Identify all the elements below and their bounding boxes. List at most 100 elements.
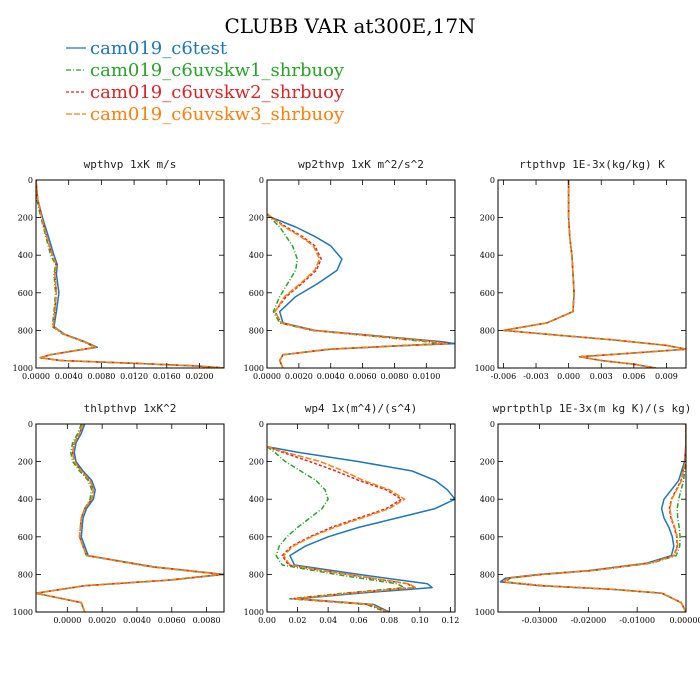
y-tick-label: 600	[18, 289, 33, 298]
y-tick-label: 1000	[13, 364, 33, 373]
series-line	[499, 424, 686, 612]
series-line	[36, 180, 224, 368]
x-tick-label: 0.003	[590, 372, 613, 381]
series-line	[502, 180, 686, 368]
series-line	[504, 424, 686, 612]
y-tick-label: 0	[490, 420, 495, 429]
y-tick-label: 400	[480, 251, 495, 260]
x-tick-label: -0.003	[523, 372, 549, 381]
chart-panel: rtpthvp 1E-3x(kg/kg) K -0.006 -0.003 0.000 0…	[475, 158, 687, 381]
legend-entry: cam019_c6test	[66, 38, 228, 59]
series-line	[267, 213, 448, 368]
legend-entry: cam019_c6uvskw3_shrbuoy	[66, 104, 345, 125]
chart-panel: wp4 1x(m^4)/(s^4) 0.00 0.02 0.04 0.06 0.08 0.1…	[244, 402, 460, 625]
x-tick-label: 0.0020	[285, 372, 313, 381]
x-tick-label: 0.0080	[193, 616, 221, 625]
legend: cam019_c6test cam019_c6uvskw1_shrbuoy ca…	[66, 38, 345, 125]
series-line	[502, 424, 686, 612]
series-line	[36, 424, 222, 612]
plot-frame	[35, 179, 225, 369]
y-tick-label: 800	[249, 326, 264, 335]
series-line	[36, 424, 224, 612]
series-group	[36, 424, 224, 612]
plot-frame	[35, 423, 225, 613]
panel-title: rtpthvp 1E-3x(kg/kg) K	[519, 158, 665, 171]
chart-panel: wp2thvp 1xK m^2/s^2 0.0000 0.0020 0.0040 0.0…	[244, 158, 456, 381]
y-tick-label: 400	[249, 495, 264, 504]
y-tick-label: 200	[480, 458, 495, 467]
x-tick-label: 0.00	[258, 616, 276, 625]
x-tick-label: -0.02000	[570, 616, 606, 625]
x-tick-label: 0.08	[380, 616, 398, 625]
series-line	[36, 180, 224, 368]
x-tick-label: 0.02	[289, 616, 307, 625]
y-tick-label: 0	[259, 420, 264, 429]
y-tick-label: 800	[480, 570, 495, 579]
plot-frame	[497, 423, 687, 613]
y-tick-label: 1000	[475, 364, 495, 373]
series-line	[502, 180, 686, 368]
y-tick-label: 0	[259, 176, 264, 185]
y-tick-label: 200	[480, 214, 495, 223]
x-tick-label: 0.10	[411, 616, 429, 625]
series-line	[36, 180, 224, 368]
x-tick-label: 0.00000	[669, 616, 700, 625]
legend-label: cam019_c6uvskw2_shrbuoy	[90, 82, 345, 103]
y-tick-label: 600	[18, 533, 33, 542]
x-tick-label: 0.0040	[55, 372, 83, 381]
chart-panel: thlpthvp 1xK^2 0.0000 0.0020 0.0040 0.0060 0.…	[13, 402, 225, 625]
x-tick-label: 0.0080	[380, 372, 408, 381]
x-tick-label: 0.0080	[87, 372, 115, 381]
panel-title: wp4 1x(m^4)/(s^4)	[305, 402, 418, 415]
x-tick-label: 0.000	[557, 372, 580, 381]
x-tick-label: -0.03000	[522, 616, 558, 625]
y-tick-label: 400	[480, 495, 495, 504]
y-tick-label: 1000	[244, 608, 264, 617]
series-group	[267, 445, 455, 612]
x-tick-label: -0.01000	[619, 616, 655, 625]
y-tick-label: 200	[249, 214, 264, 223]
legend-entry: cam019_c6uvskw2_shrbuoy	[66, 82, 345, 103]
plot-frame	[266, 179, 456, 369]
series-line	[267, 445, 406, 612]
plot-frame	[497, 179, 687, 369]
legend-label: cam019_c6uvskw1_shrbuoy	[90, 60, 345, 81]
legend-label: cam019_c6uvskw3_shrbuoy	[90, 104, 345, 125]
x-tick-label: 0.04	[319, 616, 337, 625]
chart-panels: wpthvp 1xK m/s0.0000 0.0040 0.0080 0.0120 0.…	[13, 158, 700, 625]
y-tick-label: 1000	[475, 608, 495, 617]
panel-title: wpthvp 1xK m/s	[84, 158, 177, 171]
chart-panel: wpthvp 1xK m/s 0.0000 0.0040 0.0080 0.0120 0.…	[13, 158, 225, 381]
y-tick-label: 400	[18, 251, 33, 260]
y-tick-label: 600	[249, 533, 264, 542]
x-tick-label: 0.0000	[253, 372, 281, 381]
y-tick-label: 800	[480, 326, 495, 335]
x-tick-label: 0.0200	[185, 372, 213, 381]
series-group	[36, 180, 224, 368]
y-tick-label: 400	[249, 251, 264, 260]
y-tick-label: 0	[490, 176, 495, 185]
x-tick-label: 0.0060	[349, 372, 377, 381]
series-line	[267, 445, 417, 612]
x-tick-label: 0.0000	[53, 616, 81, 625]
x-tick-label: 0.06	[350, 616, 368, 625]
y-tick-label: 600	[480, 289, 495, 298]
panel-title: wp2thvp 1xK m^2/s^2	[298, 158, 424, 171]
x-tick-label: 0.009	[655, 372, 678, 381]
x-tick-label: 0.006	[622, 372, 645, 381]
y-tick-label: 800	[18, 326, 33, 335]
series-line	[502, 180, 686, 368]
series-line	[267, 445, 455, 612]
legend-label: cam019_c6test	[90, 38, 228, 59]
y-tick-label: 200	[249, 458, 264, 467]
series-line	[36, 424, 224, 612]
y-tick-label: 800	[249, 570, 264, 579]
y-tick-label: 1000	[13, 608, 33, 617]
x-tick-label: 0.0120	[120, 372, 148, 381]
panel-title: wprtpthlp 1E-3x(m kg K)/(s kg)	[493, 402, 692, 415]
x-tick-label: -0.006	[491, 372, 517, 381]
x-tick-label: 0.0040	[317, 372, 345, 381]
y-tick-label: 600	[480, 533, 495, 542]
x-tick-label: 0.0100	[412, 372, 440, 381]
